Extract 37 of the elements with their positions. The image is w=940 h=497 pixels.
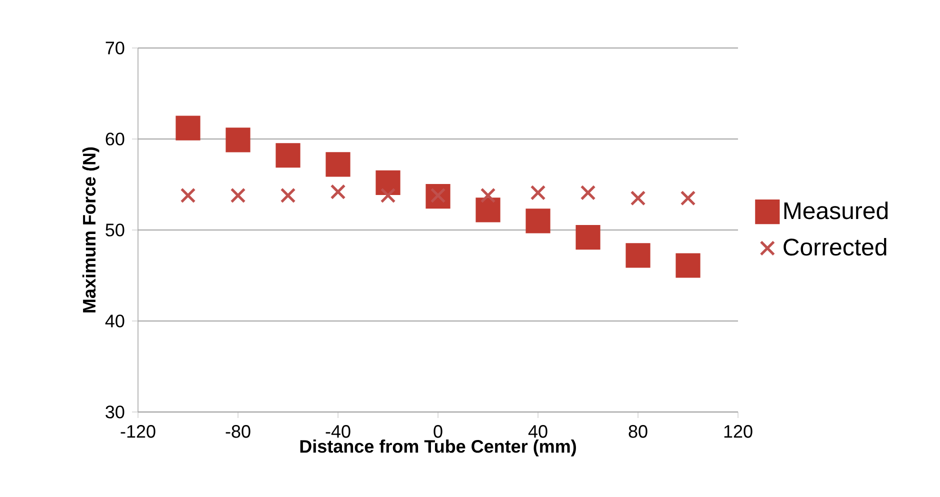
point	[326, 152, 350, 177]
x-tick-label: -80	[226, 425, 250, 438]
y-tick-label: 70	[106, 42, 124, 54]
point	[676, 253, 700, 278]
point	[630, 190, 646, 206]
point	[176, 116, 200, 140]
x-tick-label: 80	[628, 425, 648, 438]
y-tick-label: 60	[106, 132, 124, 146]
x-tick-label: 40	[528, 425, 548, 438]
point	[230, 188, 246, 204]
point	[180, 188, 196, 204]
point	[530, 185, 546, 200]
point	[576, 224, 600, 250]
point	[376, 170, 400, 195]
point	[680, 190, 696, 206]
point	[526, 208, 550, 234]
point	[626, 243, 650, 268]
y-tick-label: 50	[106, 224, 124, 236]
point	[476, 198, 500, 222]
y-tick-label: 40	[105, 314, 124, 328]
y-tick-label: 30	[106, 406, 124, 418]
point	[330, 184, 346, 200]
x-tick-label: 0	[434, 425, 442, 438]
x-tick-label: 120	[724, 425, 752, 438]
point	[280, 188, 296, 204]
point	[430, 188, 446, 204]
y-axis-title: Maximum Force (N)	[82, 147, 100, 312]
point	[226, 128, 250, 152]
legend-label: Corrected	[784, 238, 886, 256]
x-axis-title: Distance from Tube Center (mm)	[300, 440, 576, 456]
legend-label: Measured	[784, 202, 888, 220]
x-tick-label: -40	[326, 425, 350, 438]
point	[276, 143, 300, 168]
point	[380, 188, 396, 204]
x-tick-label: -120	[120, 425, 156, 438]
point	[480, 188, 496, 204]
point	[580, 185, 596, 200]
